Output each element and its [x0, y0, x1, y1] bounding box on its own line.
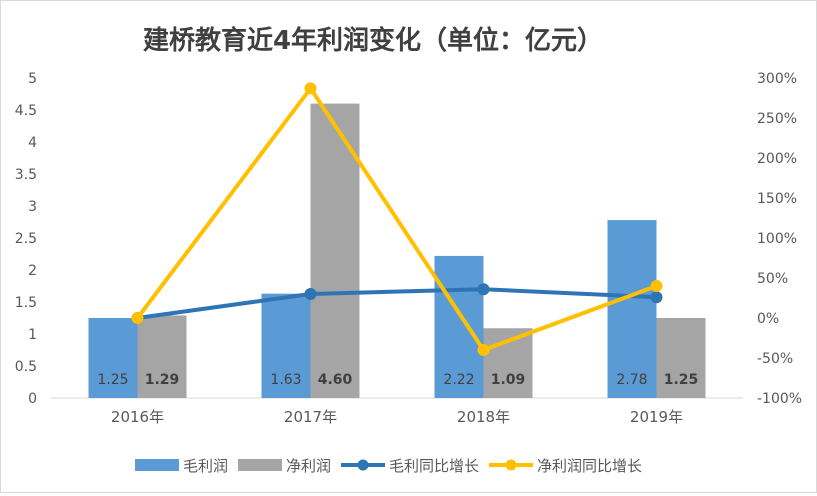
legend-label: 净利润 [286, 457, 331, 475]
chart-title: 建桥教育近4年利润变化（单位：亿元） [143, 25, 603, 56]
data-label: 1.25 [664, 372, 699, 388]
bar-毛利润 [88, 318, 138, 398]
y-left-tick-label: 3.5 [15, 167, 37, 183]
point-净利润同比增长 [304, 82, 317, 95]
y-left-tick-label: 2.5 [15, 231, 37, 247]
y-left-tick-label: 3 [28, 199, 37, 215]
bar-毛利润 [261, 293, 311, 398]
y-right-tick-label: -100% [757, 391, 802, 407]
legend-swatch-marker [505, 459, 517, 471]
legend-swatch [238, 459, 282, 471]
y-right-tick-label: -50% [757, 351, 793, 367]
data-label: 1.29 [145, 372, 180, 388]
legend-swatch-marker [357, 459, 369, 471]
point-毛利同比增长 [304, 288, 317, 300]
line-毛利同比增长 [135, 287, 659, 320]
bar-毛利润 [434, 255, 484, 398]
y-left-tick-label: 4 [28, 135, 37, 151]
legend-item: 毛利润 [135, 457, 228, 475]
bars: 1.25 1.63 2.22 2.78 1.29 4.60 1.09 1.25 [88, 103, 706, 398]
data-label: 2.78 [616, 372, 647, 388]
bar-净利润 [656, 318, 706, 398]
y-right-tick-label: 250% [757, 111, 797, 127]
x-tick-label: 2016年 [111, 408, 164, 426]
y-right-tick-label: 100% [757, 231, 797, 247]
y-right-tick-label: 200% [757, 151, 797, 167]
y-left-tick-label: 4.5 [15, 103, 37, 119]
y-right-tick-label: 50% [757, 271, 788, 287]
point-毛利同比增长 [650, 291, 663, 304]
y-left-tick-label: 0.5 [15, 359, 37, 375]
legend-item: 净利润同比增长 [489, 457, 642, 475]
y-left-tick-label: 1.5 [15, 295, 37, 311]
axes: 0 0.5 1 1.5 2 2.5 3 3.5 4 4.5 5 -100% -50% 0% 50% 100% 1… [15, 71, 802, 426]
y-left-tick-label: 1 [28, 327, 37, 343]
legend-label: 毛利润 [183, 457, 228, 475]
bar-净利润 [137, 315, 187, 398]
legend-item: 净利润 [238, 457, 331, 475]
legend-label: 净利润同比增长 [537, 457, 642, 475]
x-tick-label: 2017年 [284, 408, 337, 426]
y-left-tick-label: 5 [28, 71, 37, 87]
line-净利润同比增长 [135, 86, 659, 352]
x-tick-label: 2019年 [630, 408, 683, 426]
data-label: 1.09 [491, 372, 526, 388]
y-right-tick-label: 300% [757, 71, 797, 87]
y-right-tick-label: 150% [757, 191, 797, 207]
y-right-tick-label: 0% [757, 311, 779, 327]
lines [131, 82, 663, 356]
legend-swatch [135, 459, 179, 471]
bar-毛利润 [607, 220, 657, 398]
point-净利润同比增长 [131, 312, 144, 324]
point-毛利同比增长 [477, 283, 490, 296]
x-tick-label: 2018年 [457, 408, 510, 426]
data-label: 1.25 [97, 372, 128, 388]
point-净利润同比增长 [477, 344, 490, 356]
data-label: 1.63 [270, 372, 301, 388]
legend-item: 毛利同比增长 [341, 457, 479, 475]
data-label: 4.60 [318, 372, 353, 388]
data-label: 2.22 [443, 372, 474, 388]
legend-label: 毛利同比增长 [389, 457, 479, 475]
y-left-tick-label: 2 [28, 263, 37, 279]
point-净利润同比增长 [650, 280, 663, 292]
legend: 毛利润 净利润 毛利同比增长 净利润同比增长 [135, 457, 642, 475]
y-left-tick-label: 0 [28, 391, 37, 407]
